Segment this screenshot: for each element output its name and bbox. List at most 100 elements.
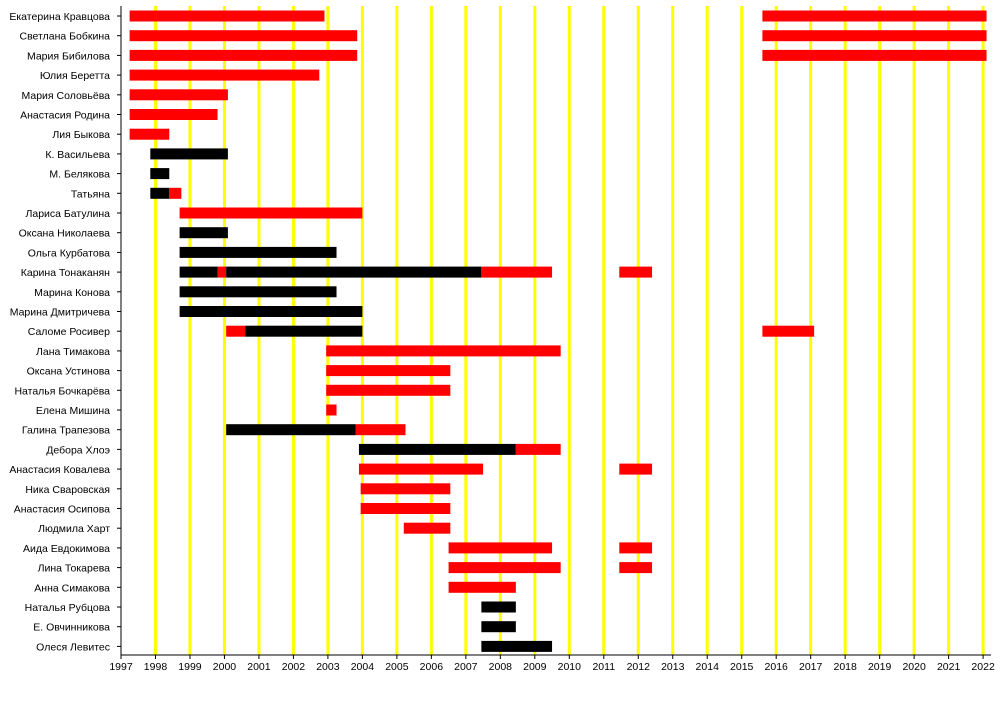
member-name: Оксана Николаева bbox=[19, 228, 111, 240]
membership-bar bbox=[129, 89, 228, 101]
x-tick-label: 2009 bbox=[523, 661, 547, 673]
membership-bar bbox=[619, 266, 653, 278]
member-name: Наталья Бочкарёва bbox=[14, 385, 110, 397]
membership-bar bbox=[619, 463, 653, 475]
membership-bar bbox=[360, 483, 451, 495]
membership-bars bbox=[129, 10, 987, 652]
member-name: Анна Симакова bbox=[34, 582, 110, 594]
membership-bar bbox=[762, 49, 987, 61]
x-tick-label: 2021 bbox=[937, 661, 961, 673]
x-tick-label: 2005 bbox=[385, 661, 409, 673]
member-name: Анастасия Осипова bbox=[14, 504, 110, 516]
membership-bar bbox=[326, 384, 451, 396]
membership-bar bbox=[150, 148, 228, 160]
x-tick-label: 2002 bbox=[282, 661, 306, 673]
x-tick-label: 1998 bbox=[144, 661, 168, 673]
membership-bar bbox=[326, 345, 561, 357]
x-tick-label: 2004 bbox=[351, 661, 375, 673]
x-tick-label: 2015 bbox=[730, 661, 754, 673]
member-name: Анастасия Родина bbox=[20, 110, 110, 122]
membership-bar bbox=[619, 562, 653, 574]
membership-bar bbox=[515, 443, 561, 455]
membership-bar bbox=[169, 187, 182, 199]
member-name: К. Васильева bbox=[45, 149, 110, 161]
x-tick-label: 2008 bbox=[489, 661, 513, 673]
member-name: Наталья Рубцова bbox=[25, 602, 111, 614]
member-name: Е. Овчинникова bbox=[33, 622, 110, 634]
member-name: Татьяна bbox=[71, 188, 110, 200]
member-name: Юлия Беретта bbox=[40, 70, 110, 82]
member-name: Мария Соловьёва bbox=[22, 90, 111, 102]
member-name: Марина Дмитричева bbox=[10, 307, 110, 319]
member-name: Лана Тимакова bbox=[36, 346, 110, 358]
membership-bar bbox=[150, 168, 170, 180]
member-name: Лариса Батулина bbox=[25, 208, 110, 220]
member-name: Дебора Хлоэ bbox=[46, 444, 110, 456]
year-gridlines bbox=[153, 6, 985, 655]
member-name: Оксана Устинова bbox=[27, 366, 111, 378]
x-tick-label: 2022 bbox=[971, 661, 995, 673]
member-name: Светлана Бобкина bbox=[20, 31, 111, 43]
member-name: Карина Тонаканян bbox=[21, 267, 110, 279]
membership-bar bbox=[326, 365, 451, 377]
membership-bar bbox=[762, 30, 987, 42]
member-name: Марина Конова bbox=[34, 287, 110, 299]
membership-bar bbox=[179, 306, 363, 317]
membership-bar bbox=[360, 503, 451, 514]
x-tick-label: 1999 bbox=[178, 661, 202, 673]
membership-bar bbox=[150, 187, 170, 199]
membership-bar bbox=[129, 10, 325, 22]
member-name: Ника Сваровская bbox=[25, 484, 110, 496]
x-tick-label: 2020 bbox=[902, 661, 926, 673]
member-name: Аида Евдокимова bbox=[23, 543, 110, 555]
member-name: Лина Токарева bbox=[38, 563, 111, 575]
time-axis: 1997 1998 1999 2000 2001 2002 2003 2004 2005 2006… bbox=[109, 6, 995, 673]
membership-bar bbox=[129, 69, 320, 81]
x-tick-label: 2018 bbox=[833, 661, 857, 673]
membership-bar bbox=[129, 49, 358, 61]
membership-bar bbox=[619, 542, 653, 554]
membership-bar bbox=[245, 325, 363, 337]
member-name: Елена Мишина bbox=[36, 405, 110, 417]
membership-bar bbox=[358, 443, 516, 455]
membership-bar bbox=[179, 246, 337, 258]
x-tick-label: 2010 bbox=[558, 661, 582, 673]
x-tick-label: 2016 bbox=[765, 661, 789, 673]
member-name-labels: Екатерина Кравцова Светлана Бобкина Мария … bbox=[9, 11, 110, 653]
membership-bar bbox=[179, 286, 337, 298]
membership-bar bbox=[355, 424, 406, 436]
member-name: Саломе Росивер bbox=[28, 326, 110, 338]
membership-bar bbox=[129, 30, 358, 42]
membership-bar bbox=[179, 227, 228, 239]
membership-bar bbox=[481, 266, 553, 278]
membership-bar bbox=[448, 562, 561, 574]
membership-bar bbox=[217, 266, 227, 278]
membership-bar bbox=[226, 325, 246, 337]
member-name: Лия Быкова bbox=[52, 129, 110, 141]
member-name: Анастасия Ковалева bbox=[9, 464, 110, 476]
membership-bar bbox=[358, 463, 484, 475]
membership-bar bbox=[481, 640, 553, 652]
x-tick-label: 2006 bbox=[420, 661, 444, 673]
member-name: Мария Бибилова bbox=[27, 50, 110, 62]
member-name: Олеся Левитес bbox=[36, 641, 110, 653]
member-name: Ольга Курбатова bbox=[28, 247, 110, 259]
membership-bar bbox=[129, 109, 218, 120]
membership-bar bbox=[762, 10, 987, 22]
x-tick-label: 2012 bbox=[627, 661, 651, 673]
membership-bar bbox=[448, 542, 553, 554]
x-tick-label: 2000 bbox=[213, 661, 237, 673]
member-name: Галина Трапезова bbox=[22, 425, 110, 437]
membership-bar bbox=[481, 621, 516, 633]
x-tick-label: 2011 bbox=[592, 661, 615, 673]
membership-bar bbox=[448, 581, 516, 593]
membership-bar bbox=[179, 266, 218, 278]
x-tick-label: 1997 bbox=[109, 661, 133, 673]
membership-bar bbox=[326, 404, 337, 416]
membership-bar bbox=[129, 128, 170, 140]
membership-bar bbox=[226, 424, 356, 436]
x-tick-label: 2007 bbox=[454, 661, 478, 673]
member-name: М. Белякова bbox=[49, 169, 110, 181]
membership-bar bbox=[481, 601, 516, 613]
